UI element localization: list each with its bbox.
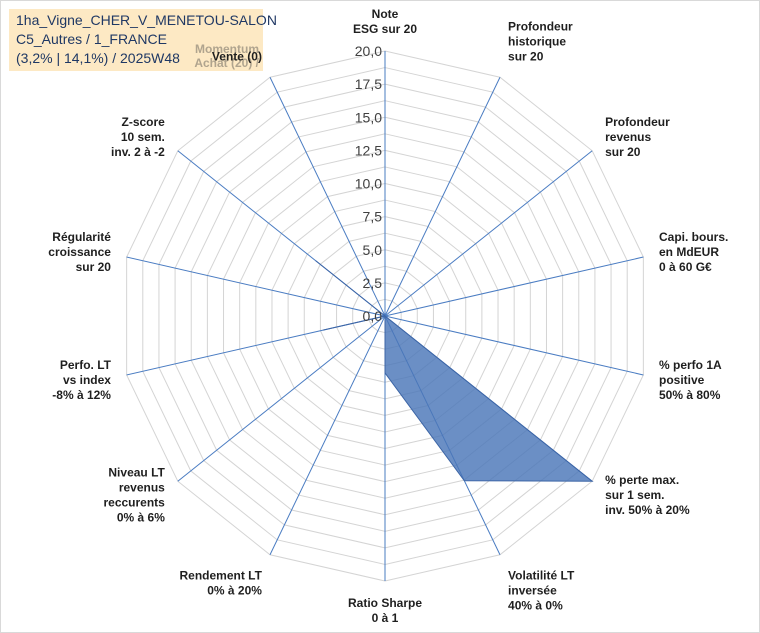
axis-label-line: 0% à 20% [207, 583, 262, 597]
axis-label-line: Perfo. LT [60, 358, 112, 372]
axis-label: Profondeur historique sur 20 [508, 20, 573, 64]
axis-label-line: vs index [63, 373, 111, 387]
axis-spoke [177, 315, 386, 482]
axis-label: Capi. bours. en MdEUR 0 à 60 G€ [659, 230, 728, 274]
axis-spoke [384, 150, 593, 317]
axis-label-line: Niveau LT [108, 465, 165, 479]
radar-tick-labels: 0,0 2,5 5,0 7,5 10,0 12,5 15,0 17,5 20,0 [355, 43, 382, 324]
axis-label-line: Profondeur [508, 20, 573, 34]
axis-label-line: sur 20 [605, 145, 641, 159]
axis-spoke [384, 77, 501, 317]
axis-label-line: Z-score [122, 115, 166, 129]
axis-label: Rendement LT 0% à 20% [179, 568, 262, 597]
axis-spoke [269, 315, 386, 555]
axis-spoke [126, 256, 386, 317]
radar-series [315, 260, 594, 482]
axis-label-line: revenus [119, 480, 165, 494]
axis-label-line: revenus [605, 130, 651, 144]
axis-label: % perfo 1A positive 50% à 80% [659, 358, 722, 402]
tick-label: 2,5 [363, 275, 383, 291]
chart-title-line-3: (3,2% | 14,1%) / 2025W48 [16, 50, 180, 66]
axis-label-line: Capi. bours. [659, 230, 728, 244]
axis-label: Ratio Sharpe 0 à 1 [348, 596, 422, 625]
axis-label: Volatilité LT inversée 40% à 0% [508, 568, 575, 612]
axis-label-line: sur 1 sem. [605, 488, 664, 502]
axis-spoke [384, 315, 644, 376]
axis-label-line: historique [508, 35, 566, 49]
axis-spoke [384, 256, 644, 317]
axis-label-line: Profondeur [605, 115, 670, 129]
axis-label-line: en MdEUR [659, 245, 719, 259]
axis-label-line: 40% à 0% [508, 598, 563, 612]
chart-title-box: 1ha_Vigne_CHER_V_MENETOU-SALON C5_Autres… [9, 9, 277, 71]
tick-label: 7,5 [363, 209, 383, 225]
tick-label: 15,0 [355, 109, 382, 125]
tick-label: 5,0 [363, 242, 383, 258]
axis-label-line: 10 sem. [121, 130, 165, 144]
axis-label-line: inversée [508, 583, 557, 597]
axis-label-line: % perte max. [605, 473, 679, 487]
axis-label-line: reccurents [103, 495, 165, 509]
axis-label-line: % perfo 1A [659, 358, 722, 372]
axis-label-line: ESG sur 20 [353, 22, 417, 36]
axis-label-line: Vente (0) [212, 50, 262, 64]
tick-label: 0,0 [363, 308, 383, 324]
axis-label-line: 0 à 1 [372, 611, 399, 625]
axis-spoke [269, 77, 386, 317]
momentum-label: Momentum Achat (20) / [169, 42, 259, 70]
axis-label-line: sur 20 [508, 50, 544, 64]
axis-label-line: croissance [48, 245, 111, 259]
axis-label-line: 50% à 80% [659, 388, 721, 402]
axis-label-line: Ratio Sharpe [348, 596, 422, 610]
axis-label: Régularité croissance sur 20 [48, 230, 111, 274]
tick-label: 10,0 [355, 176, 382, 192]
axis-label-line: sur 20 [76, 260, 112, 274]
momentum-label-line-1: Momentum [195, 42, 259, 56]
axis-label-line: -8% à 12% [52, 388, 111, 402]
axis-label-line: Note [372, 7, 399, 21]
tick-label: 17,5 [355, 76, 382, 92]
tick-label: 12,5 [355, 142, 382, 158]
axis-label: Z-score 10 sem. inv. 2 à -2 [111, 115, 165, 159]
axis-label: Vente (0) [212, 50, 262, 64]
axis-label-line: inv. 50% à 20% [605, 503, 690, 517]
chart-title-line-1: 1ha_Vigne_CHER_V_MENETOU-SALON [16, 12, 277, 28]
tick-label: 20,0 [355, 43, 382, 59]
chart-title-line-2: C5_Autres / 1_FRANCE [16, 31, 167, 47]
axis-label-line: Régularité [52, 230, 111, 244]
axis-label-line: inv. 2 à -2 [111, 145, 165, 159]
axis-label-line: positive [659, 373, 705, 387]
axis-label-line: 0% à 6% [117, 510, 165, 524]
axis-label-line: Volatilité LT [508, 568, 575, 582]
radar-axis-labels: Note ESG sur 20 Profondeur historique sur 20… [48, 7, 728, 625]
series-area [315, 260, 594, 482]
axis-label-line: 0 à 60 G€ [659, 260, 712, 274]
axis-label: % perte max. sur 1 sem. inv. 50% à 20% [605, 473, 690, 517]
axis-label: Perfo. LT vs index -8% à 12% [52, 358, 111, 402]
axis-label: Profondeur revenus sur 20 [605, 115, 670, 159]
axis-label: Niveau LT revenus reccurents 0% à 6% [103, 465, 165, 524]
axis-label: Note ESG sur 20 [353, 7, 417, 36]
momentum-label-line-2: Achat (20) / [194, 56, 259, 70]
axis-label-line: Rendement LT [179, 568, 262, 582]
